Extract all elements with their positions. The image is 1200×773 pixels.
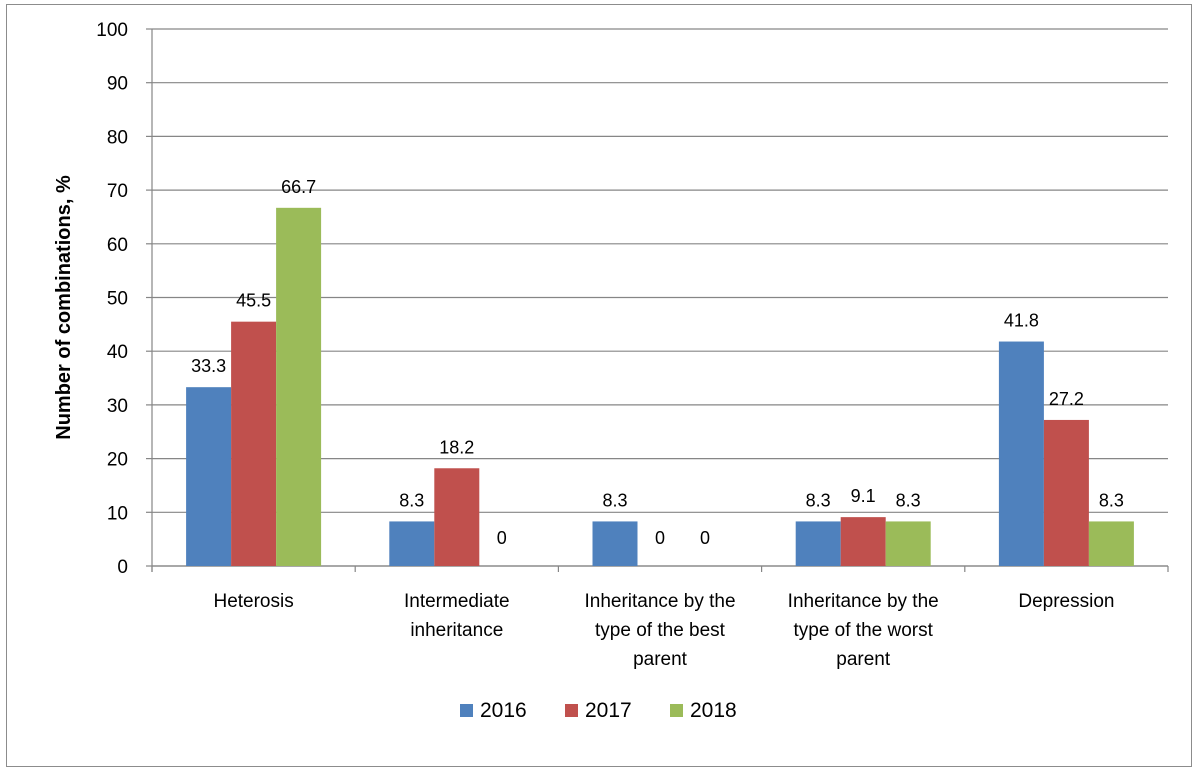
legend-label: 2018 [690, 699, 737, 722]
legend-swatch-2018 [670, 704, 683, 717]
bar-2018 [1088, 521, 1134, 566]
data-label: 8.3 [1099, 490, 1124, 510]
y-tick-label: 50 [107, 289, 128, 310]
bar-2016 [795, 521, 841, 566]
legend-swatch-2017 [565, 704, 578, 717]
data-label: 0 [655, 528, 665, 548]
y-tick-label: 80 [107, 127, 128, 148]
x-category-label: parent [836, 649, 891, 670]
y-tick-label: 100 [96, 20, 128, 41]
x-category-label: Inheritance by the [788, 591, 939, 612]
x-category-label: inheritance [410, 620, 503, 641]
legend-label: 2016 [480, 699, 527, 722]
legend-label: 2017 [585, 699, 632, 722]
data-label: 9.1 [851, 486, 876, 506]
data-label: 27.2 [1049, 389, 1084, 409]
y-tick-label: 20 [107, 450, 128, 471]
legend-swatch-2016 [460, 704, 473, 717]
data-label: 8.3 [806, 490, 831, 510]
y-tick-label: 30 [107, 396, 128, 417]
bar-2017 [231, 321, 277, 566]
data-label: 8.3 [896, 490, 921, 510]
x-category-label: type of the worst [793, 620, 933, 641]
x-category-label: parent [633, 649, 688, 670]
data-label: 45.5 [236, 291, 271, 311]
x-category-label: Intermediate [404, 591, 510, 612]
y-axis-title: Number of combinations, % [53, 175, 75, 440]
y-tick-label: 60 [107, 235, 128, 256]
data-label: 8.3 [399, 490, 424, 510]
bar-2016 [186, 387, 232, 566]
bar-2017 [1043, 419, 1089, 566]
y-tick-label: 70 [107, 181, 128, 202]
data-label: 8.3 [602, 490, 627, 510]
x-category-label: type of the best [595, 620, 726, 641]
data-label: 41.8 [1004, 311, 1039, 331]
bar-2017 [840, 517, 886, 566]
x-category-label: Depression [1018, 591, 1114, 612]
x-category-label: Heterosis [213, 591, 293, 612]
y-tick-label: 90 [107, 74, 128, 95]
data-label: 33.3 [191, 356, 226, 376]
y-tick-label: 10 [107, 503, 128, 524]
bar-2016 [592, 521, 638, 566]
bar-2017 [434, 468, 480, 566]
bar-2016 [998, 341, 1044, 566]
y-tick-label: 40 [107, 342, 128, 363]
x-category-label: Inheritance by the [584, 591, 735, 612]
bar-2016 [389, 521, 435, 566]
bar-2018 [885, 521, 931, 566]
bar-2018 [276, 207, 322, 567]
data-label: 0 [497, 528, 507, 548]
chart-frame [6, 4, 1192, 767]
data-label: 66.7 [281, 177, 316, 197]
data-label: 18.2 [439, 437, 474, 457]
data-label: 0 [700, 528, 710, 548]
y-tick-label: 0 [117, 557, 128, 578]
